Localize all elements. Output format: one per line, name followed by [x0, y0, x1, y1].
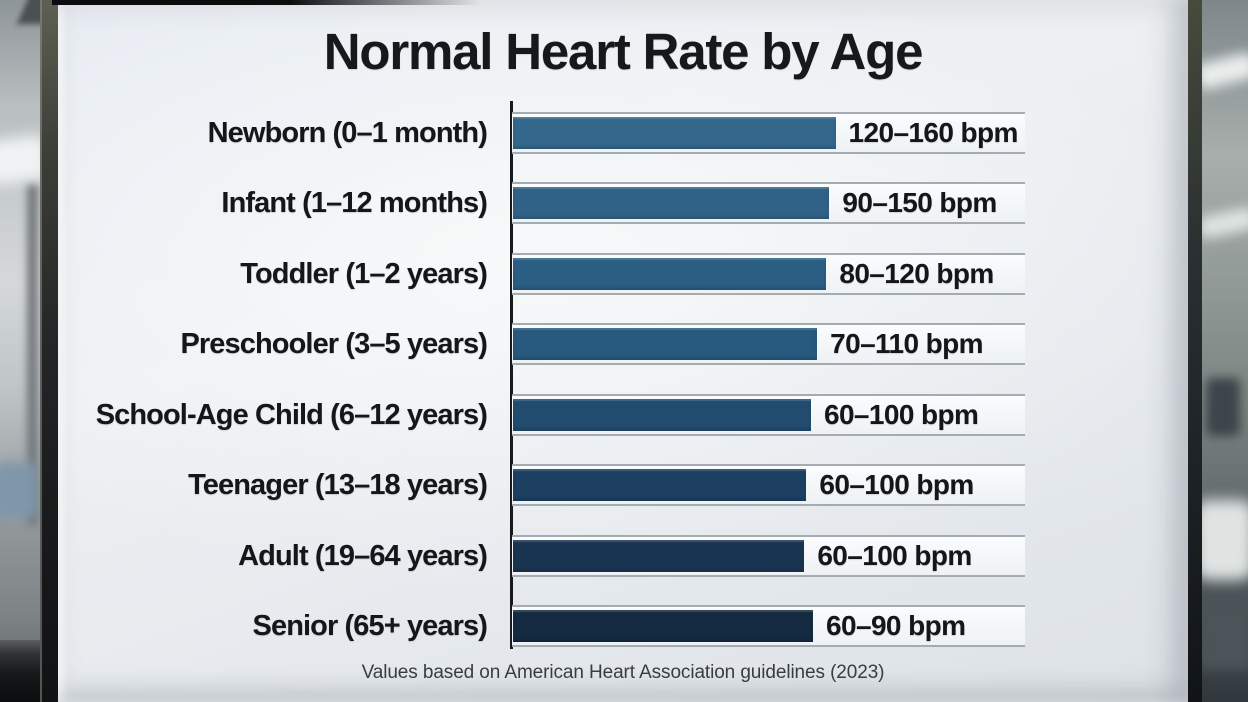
chart-row: Newborn (0–1 month) 120–160 bpm — [58, 112, 1188, 154]
bpm-range-label: 60–100 bpm — [819, 469, 974, 500]
age-group-label: Teenager (13–18 years) — [188, 469, 488, 501]
chart-axis-line — [510, 101, 513, 649]
display-screen: Normal Heart Rate by Age Newborn (0–1 mo… — [58, 0, 1188, 702]
bed-pillow-blur — [0, 462, 38, 518]
heart-rate-bar — [513, 399, 811, 431]
bar-track: 60–100 bpm — [512, 535, 1025, 577]
door-frame-blur — [27, 185, 38, 525]
ceiling-light-blur — [1202, 51, 1248, 91]
age-group-label: Preschooler (3–5 years) — [180, 328, 487, 360]
age-group-label: Toddler (1–2 years) — [240, 258, 488, 290]
bpm-range-label: 80–120 bpm — [839, 258, 994, 289]
bpm-range-label: 90–150 bpm — [842, 187, 997, 218]
age-group-label: Newborn (0–1 month) — [207, 117, 488, 149]
bar-track: 60–100 bpm — [512, 464, 1025, 506]
heart-rate-bar — [513, 610, 814, 642]
chart-row: Infant (1–12 months) 90–150 bpm — [58, 182, 1188, 224]
monitor-bezel-right — [1188, 0, 1202, 702]
chart-title: Normal Heart Rate by Age — [323, 23, 924, 80]
chart-row: Senior (65+ years) 60–90 bpm — [58, 605, 1188, 647]
heart-rate-bar — [513, 117, 836, 149]
bar-track: 60–90 bpm — [512, 605, 1025, 647]
bpm-range-label: 120–160 bpm — [848, 117, 1019, 148]
ceiling-light-blur — [0, 133, 42, 187]
bpm-range-label: 60–100 bpm — [817, 540, 972, 571]
bpm-range-label: 60–90 bpm — [826, 610, 966, 641]
heart-rate-bar — [513, 187, 830, 219]
source-footnote: Values based on American Heart Associati… — [361, 662, 885, 683]
age-group-label: Senior (65+ years) — [252, 610, 488, 642]
heart-rate-bar — [513, 258, 827, 290]
chart-row: Teenager (13–18 years) 60–100 bpm — [58, 464, 1188, 506]
bed-blanket-blur — [1202, 500, 1248, 580]
bezel-corner-bottom-left — [0, 640, 47, 702]
bed-base-blur — [1202, 600, 1248, 670]
bar-track: 70–110 bpm — [512, 323, 1025, 365]
hospital-room-background-left — [0, 0, 42, 702]
bpm-range-label: 70–110 bpm — [830, 328, 983, 359]
age-group-label: Infant (1–12 months) — [221, 187, 487, 219]
bar-track: 90–150 bpm — [512, 182, 1025, 224]
bpm-range-label: 60–100 bpm — [823, 399, 979, 430]
bar-track: 80–120 bpm — [512, 253, 1025, 295]
ceiling-light-blur — [1202, 206, 1248, 240]
hospital-room-background-right — [1202, 0, 1248, 702]
chart-row: Adult (19–64 years) 60–100 bpm — [58, 535, 1188, 577]
monitor-bezel-left — [40, 0, 58, 702]
bar-track: 120–160 bpm — [512, 112, 1025, 154]
age-group-label: Adult (19–64 years) — [238, 540, 488, 572]
chart-row: Toddler (1–2 years) 80–120 bpm — [58, 253, 1188, 295]
chart-row: Preschooler (3–5 years) 70–110 bpm — [58, 323, 1188, 365]
bar-track: 60–100 bpm — [512, 394, 1025, 436]
chart-row: School-Age Child (6–12 years) 60–100 bpm — [58, 394, 1188, 436]
heart-rate-bar — [513, 540, 805, 572]
age-group-label: School-Age Child (6–12 years) — [95, 399, 488, 431]
monitor-bezel-top — [52, 0, 482, 5]
equipment-blur — [1206, 378, 1240, 436]
heart-rate-bar — [513, 328, 818, 360]
heart-rate-bar — [513, 469, 807, 501]
